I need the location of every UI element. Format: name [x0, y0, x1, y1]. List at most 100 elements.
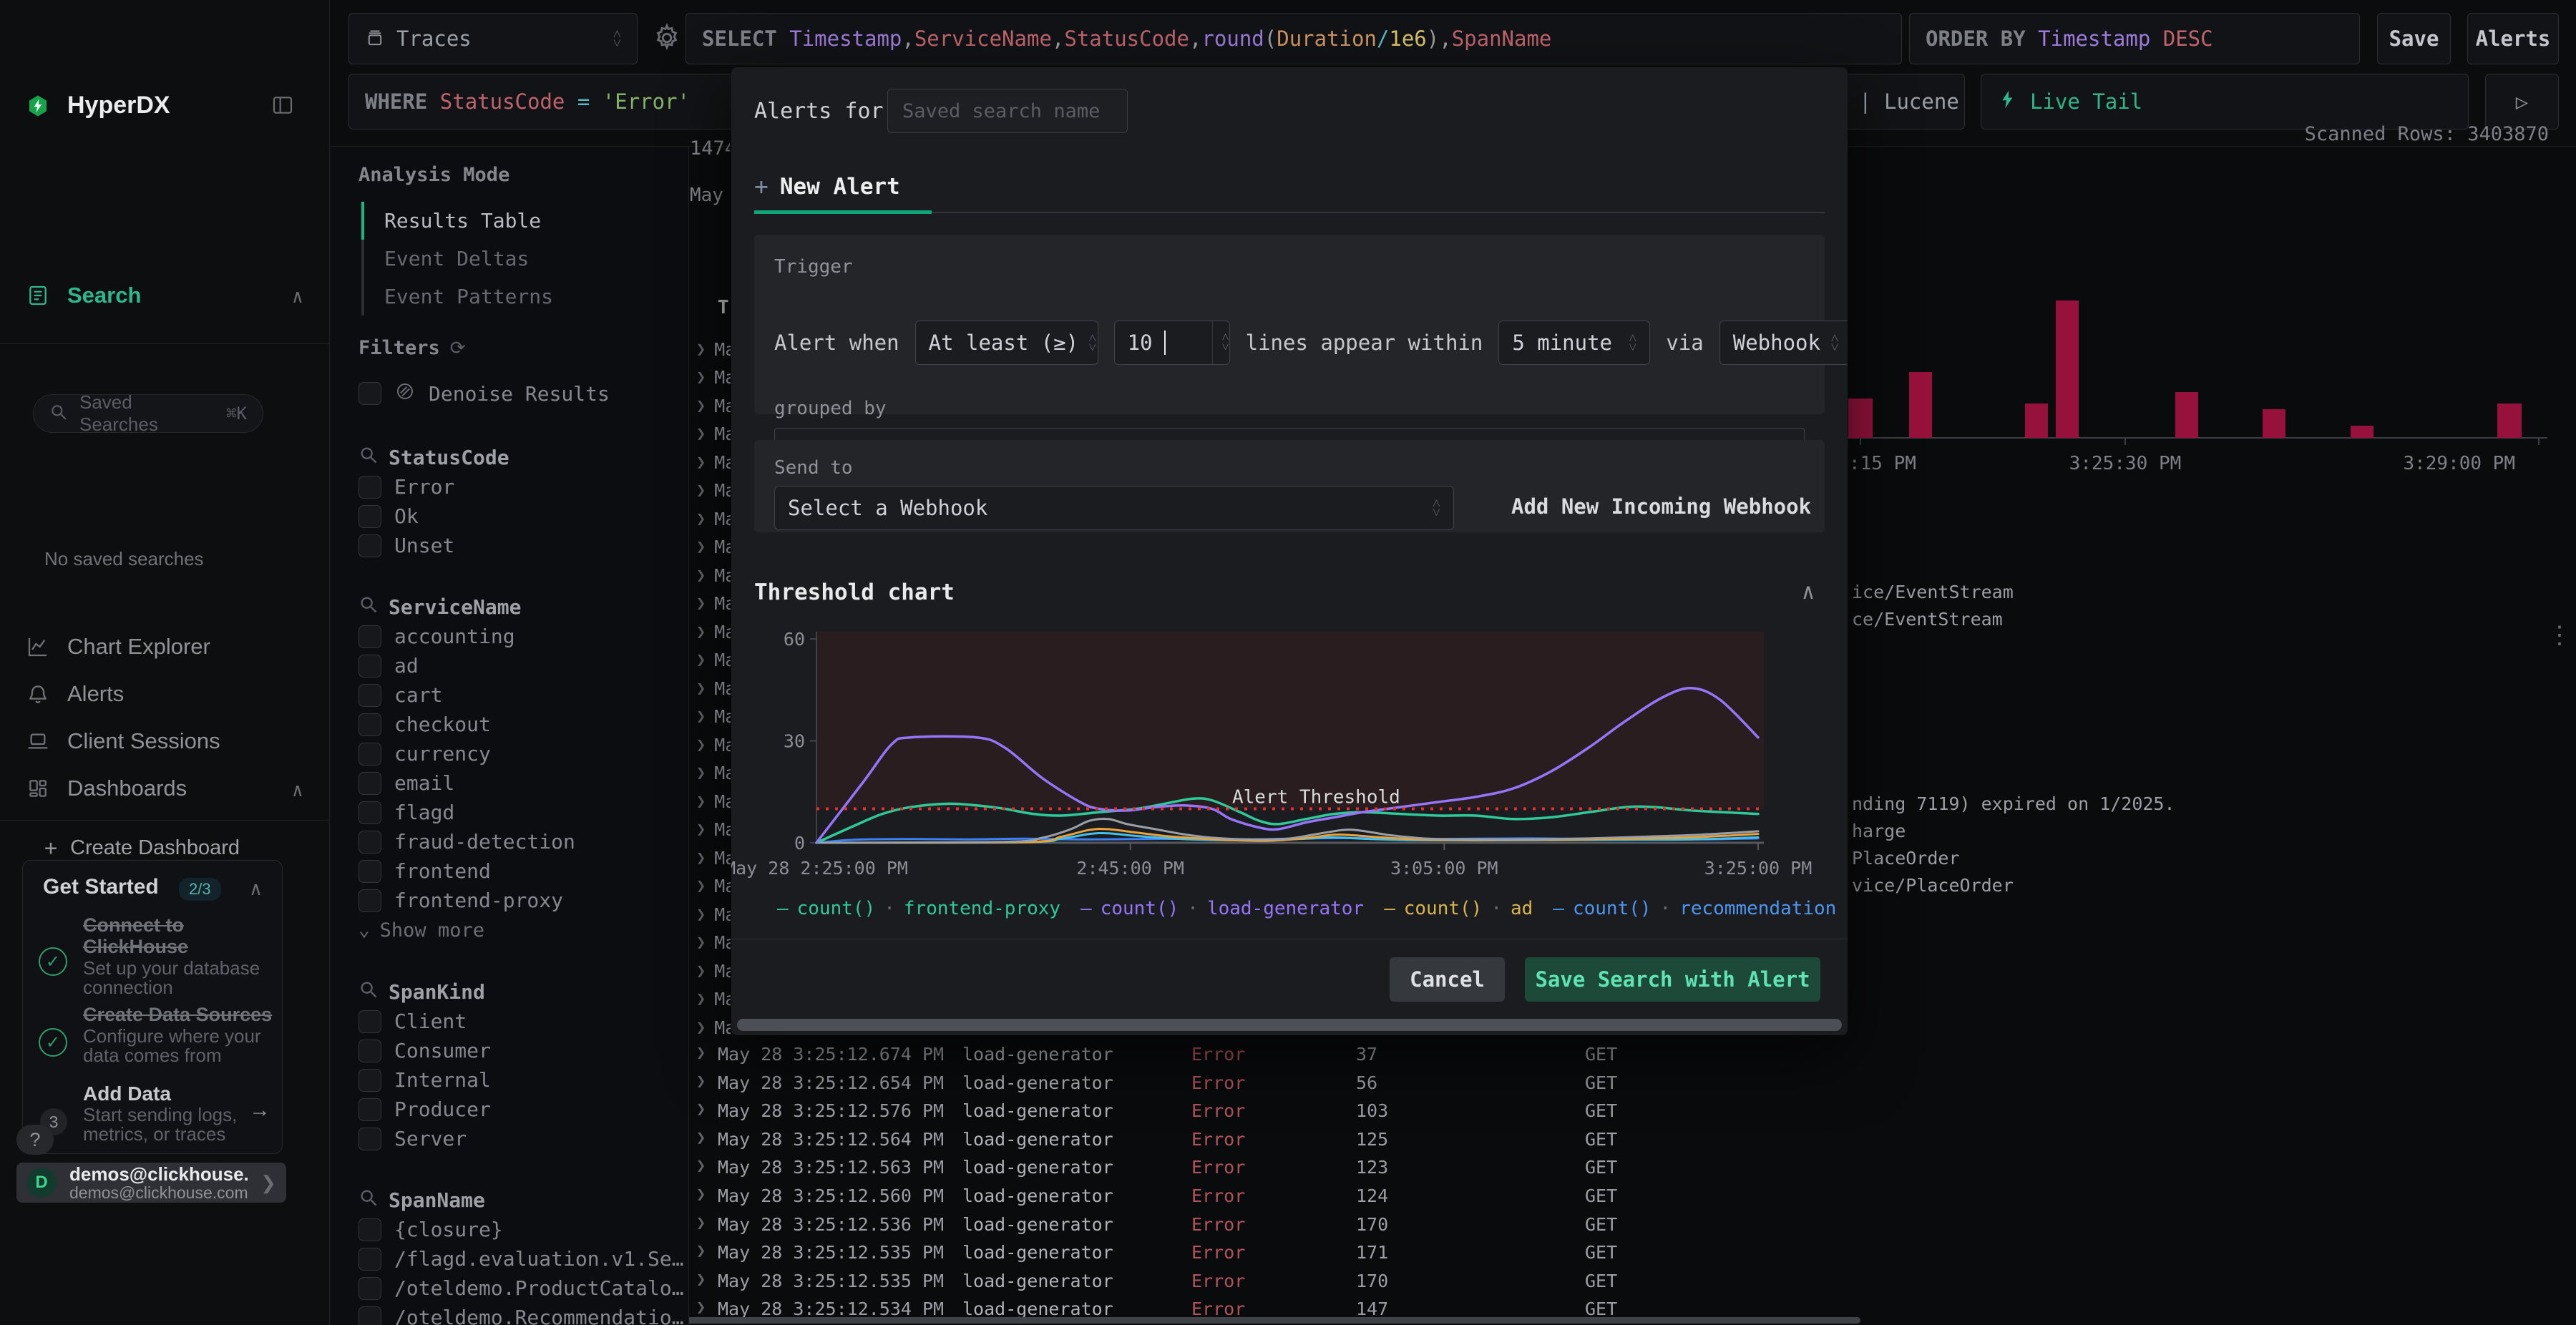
- filter-checkbox-error[interactable]: Error: [358, 472, 688, 502]
- filter-checkbox-server[interactable]: Server: [358, 1124, 688, 1153]
- number-spinner[interactable]: ˄ ˅: [1212, 321, 1229, 364]
- cancel-button[interactable]: Cancel: [1390, 957, 1505, 1002]
- add-data-arrow-icon[interactable]: →: [249, 1098, 270, 1122]
- row-expand-chevron-icon[interactable]: ❯: [696, 1242, 706, 1261]
- table-row[interactable]: ❯ May 28 3:25:12.535 PM load-generator Erro…: [690, 1266, 2576, 1294]
- live-tail-button[interactable]: Live Tail: [1981, 74, 2469, 129]
- table-row[interactable]: ❯ May 28 3:25:12.560 PM load-generator Erro…: [690, 1180, 2576, 1209]
- legend-item-frontend-proxy[interactable]: — count() · frontend-proxy: [777, 898, 1060, 919]
- filter-checkbox-producer[interactable]: Producer: [358, 1095, 688, 1124]
- row-expand-chevron-icon[interactable]: ❯: [696, 1299, 706, 1317]
- row-expand-chevron-icon[interactable]: ❯: [696, 1185, 706, 1203]
- filter-checkbox-client[interactable]: Client: [358, 1007, 688, 1036]
- filter-checkbox-cart[interactable]: cart: [358, 680, 688, 710]
- filter-checkbox--oteldemo-productcatalo-[interactable]: /oteldemo.ProductCatalo…: [358, 1273, 688, 1303]
- sidebar-item-search[interactable]: Search: [26, 283, 141, 308]
- row-expand-chevron-icon[interactable]: ❯: [696, 1100, 706, 1119]
- modal-horizontal-scrollbar[interactable]: [737, 1019, 1842, 1031]
- table-row[interactable]: ❯ May 28 3:25:12.535 PM load-generator Erro…: [690, 1237, 2576, 1266]
- tab-new-alert[interactable]: + New Alert: [754, 172, 900, 200]
- row-expand-chevron-icon[interactable]: ❯: [696, 1072, 706, 1090]
- table-row[interactable]: ❯May 28 3:25:1: [696, 537, 731, 557]
- filter-checkbox-ad[interactable]: ad: [358, 651, 688, 680]
- row-expand-chevron-icon[interactable]: ❯: [696, 1213, 706, 1232]
- legend-item-recommendation[interactable]: — count() · recommendation: [1553, 898, 1836, 919]
- search-collapse-chevron-icon[interactable]: ∧: [292, 286, 303, 308]
- user-menu[interactable]: D demos@clickhouse.com demos@clickhouse.…: [16, 1163, 286, 1203]
- get-started-item-title[interactable]: Create Data Sources: [83, 1004, 273, 1025]
- filter-checkbox-checkout[interactable]: checkout: [358, 710, 688, 739]
- legend-item-load-generator[interactable]: — count() · load-generator: [1080, 898, 1364, 919]
- channel-select[interactable]: Webhook ˄ ˅: [1719, 321, 1848, 365]
- legend-item-ad[interactable]: — count() · ad: [1384, 898, 1533, 919]
- filter-checkbox-flagd[interactable]: flagd: [358, 798, 688, 827]
- denoise-results-checkbox[interactable]: Denoise Results: [358, 376, 688, 411]
- filter-checkbox-consumer[interactable]: Consumer: [358, 1036, 688, 1065]
- source-settings-gear-icon[interactable]: [650, 21, 683, 57]
- filter-checkbox-email[interactable]: email: [358, 768, 688, 798]
- sidebar-item-chart-explorer[interactable]: Chart Explorer: [26, 634, 210, 660]
- table-row[interactable]: ❯May 28 3:25:1: [696, 424, 731, 444]
- filter-checkbox-ok[interactable]: Ok: [358, 502, 688, 531]
- sidebar-item-dashboards[interactable]: Dashboards: [26, 776, 187, 801]
- get-started-item-title[interactable]: ClickHouse: [83, 936, 189, 957]
- table-row[interactable]: ❯ May 28 3:25:12.654 PM load-generator Erro…: [690, 1067, 2576, 1096]
- get-started-collapse-icon[interactable]: ∧: [249, 878, 263, 899]
- filter-checkbox-unset[interactable]: Unset: [358, 531, 688, 560]
- table-row[interactable]: ❯May 28 3:25:1: [696, 451, 731, 473]
- table-row[interactable]: ❯May 28 3:25:1: [696, 593, 731, 614]
- table-row[interactable]: ❯May 28 3:25:1: [696, 480, 731, 501]
- table-row[interactable]: ❯ May 28 3:25:12.576 PM load-generator Erro…: [690, 1095, 2576, 1124]
- table-row[interactable]: ❯May 28 3:25:1: [696, 395, 731, 416]
- row-expand-chevron-icon[interactable]: ❯: [696, 1270, 706, 1289]
- table-row[interactable]: ❯ May 28 3:25:12.534 PM load-generator Erro…: [690, 1294, 2576, 1322]
- table-row[interactable]: ❯ May 28 3:25:12.564 PM load-generator Erro…: [690, 1124, 2576, 1153]
- sidebar-item-client-sessions[interactable]: Client Sessions: [26, 728, 220, 754]
- order-by-input[interactable]: ORDER BY Timestamp DESC: [1909, 13, 2360, 64]
- horizontal-scrollbar[interactable]: [336, 1317, 1860, 1324]
- table-row[interactable]: ❯May 28 3:25:1: [696, 621, 731, 642]
- dashboards-collapse-chevron-icon[interactable]: ∧: [292, 780, 303, 801]
- table-row[interactable]: ❯May 28 3:25:1: [696, 876, 731, 896]
- analysis-mode-event-patterns[interactable]: Event Patterns: [361, 278, 688, 316]
- filter-checkbox--oteldemo-recommendatio-[interactable]: /oteldemo.Recommendatio…: [358, 1303, 688, 1325]
- table-row[interactable]: ❯ May 28 3:25:12.536 PM load-generator Erro…: [690, 1209, 2576, 1238]
- table-row[interactable]: ❯May 28 3:25:1: [696, 819, 731, 840]
- table-row[interactable]: ❯May 28 3:25:1: [696, 338, 731, 360]
- time-window-select[interactable]: 5 minute ˄ ˅: [1498, 321, 1651, 365]
- filter-checkbox-internal[interactable]: Internal: [358, 1065, 688, 1095]
- table-row[interactable]: ❯May 28 3:25:1: [696, 650, 731, 670]
- table-options-kebab-icon[interactable]: ⋮: [2547, 621, 2572, 650]
- add-webhook-link[interactable]: Add New Incoming Webhook: [1511, 494, 1812, 519]
- filter-checkbox-frontend[interactable]: frontend: [358, 856, 688, 886]
- table-row[interactable]: ❯May 28 3:25:1: [696, 734, 731, 756]
- filter-checkbox--closure-[interactable]: {closure}: [358, 1215, 688, 1244]
- analysis-mode-event-deltas[interactable]: Event Deltas: [361, 240, 688, 278]
- help-button[interactable]: ?: [16, 1125, 54, 1155]
- table-row[interactable]: ❯ May 28 3:25:12.563 PM load-generator Erro…: [690, 1152, 2576, 1180]
- row-expand-chevron-icon[interactable]: ❯: [696, 1157, 706, 1175]
- table-row[interactable]: ❯May 28 3:25:1: [696, 706, 731, 727]
- row-expand-chevron-icon[interactable]: ❯: [696, 1044, 706, 1062]
- table-row[interactable]: ❯May 28 3:25:1: [696, 763, 731, 783]
- filter-checkbox-frontend-proxy[interactable]: frontend-proxy: [358, 886, 688, 915]
- table-row[interactable]: ❯May 28 3:25:1: [696, 508, 731, 529]
- get-started-item-title[interactable]: Connect to: [83, 914, 184, 936]
- refresh-icon[interactable]: ⟳: [449, 337, 466, 359]
- filter-group-spankind[interactable]: SpanKind: [358, 977, 688, 1007]
- table-row[interactable]: ❯ May 28 3:25:12.674 PM load-generator Erro…: [690, 1039, 2576, 1067]
- play-button[interactable]: ▷: [2485, 74, 2559, 129]
- filter-checkbox-fraud-detection[interactable]: fraud-detection: [358, 827, 688, 856]
- saved-searches-input[interactable]: Saved Searches ⌘K: [33, 391, 263, 435]
- table-row[interactable]: ❯May 28 3:25:1: [696, 678, 731, 699]
- table-row[interactable]: ❯May 28 3:25:1: [696, 367, 731, 388]
- table-row[interactable]: ❯May 28 3:25:1: [696, 847, 731, 869]
- row-expand-chevron-icon[interactable]: ❯: [696, 1128, 706, 1147]
- save-search-with-alert-button[interactable]: Save Search with Alert: [1525, 957, 1820, 1002]
- save-button[interactable]: Save: [2377, 13, 2451, 64]
- table-row[interactable]: ❯May 28 3:25:1: [696, 904, 731, 925]
- saved-search-name-input[interactable]: Saved search name: [887, 89, 1128, 133]
- webhook-select[interactable]: Select a Webhook ˄ ˅: [774, 486, 1454, 530]
- analysis-mode-results-table[interactable]: Results Table: [361, 202, 688, 240]
- table-row[interactable]: ❯May 28 3:25:1: [696, 960, 731, 982]
